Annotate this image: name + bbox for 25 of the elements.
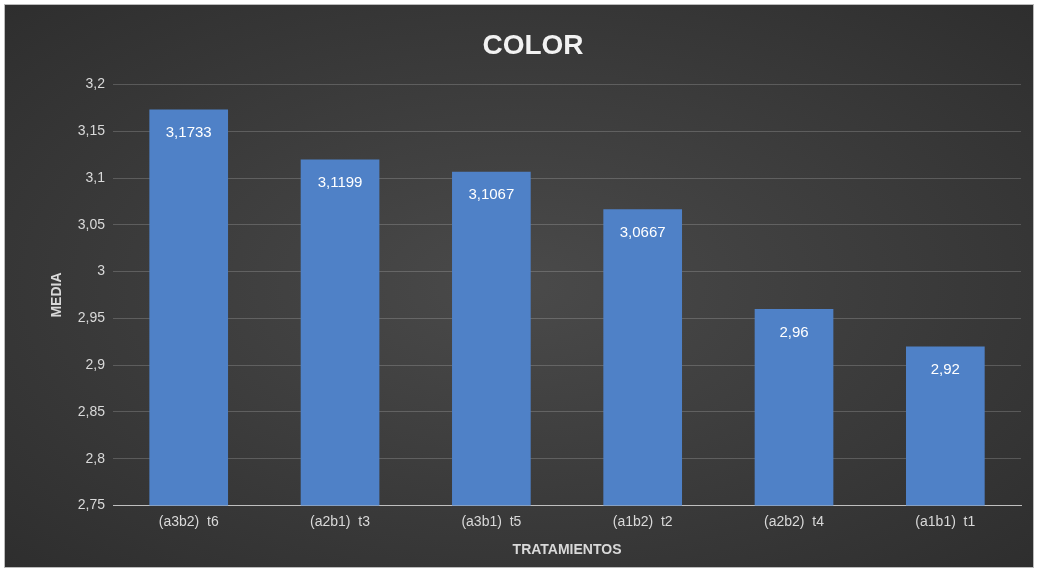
x-tick-label: (a2b2) t4 [764,512,825,529]
y-tick-label: 2,9 [85,355,106,372]
data-label: 2,92 [930,360,960,378]
x-tick-label: (a1b1) t1 [915,512,976,529]
y-tick-label: 2,8 [85,449,106,466]
y-tick-label: 3,15 [77,122,106,139]
y-tick-label: 2,95 [77,309,106,326]
x-tick-label: (a3b2) t6 [158,512,219,529]
data-label: 3,1067 [468,185,515,203]
data-label: 3,0667 [619,222,666,240]
y-tick-label: 3 [97,262,106,279]
x-tick-label: (a2b1) t3 [310,512,371,529]
x-axis-title: TRATAMIENTOS [512,541,622,558]
y-tick-label: 2,85 [77,402,106,419]
x-tick-label: (a3b1) t5 [461,512,522,529]
chart-title: COLOR [482,28,584,60]
x-tick-label: (a1b2) t2 [612,512,673,529]
y-axis-title: MEDIA [48,272,65,318]
data-label: 3,1199 [317,173,363,191]
data-label: 2,96 [779,322,809,340]
y-tick-label: 2,75 [77,496,106,513]
y-tick-label: 3,05 [77,215,106,232]
y-tick-label: 3,1 [85,168,106,185]
y-tick-label: 3,2 [85,75,106,92]
data-label: 3,1733 [165,123,212,141]
